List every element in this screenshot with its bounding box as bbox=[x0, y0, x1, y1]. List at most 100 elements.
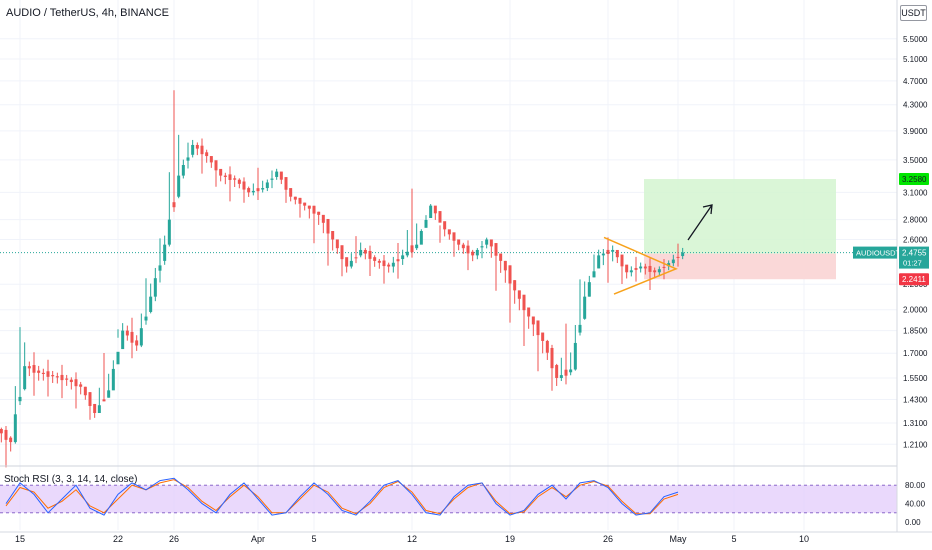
candle bbox=[107, 373, 111, 398]
candle bbox=[186, 142, 190, 169]
candle-body bbox=[676, 256, 680, 258]
candle-body bbox=[298, 197, 302, 204]
candle-body bbox=[247, 188, 251, 193]
candle-body bbox=[485, 239, 489, 245]
candle bbox=[401, 249, 405, 265]
candle bbox=[158, 238, 162, 283]
candle bbox=[55, 372, 59, 384]
candle-body bbox=[405, 251, 409, 256]
candle bbox=[83, 386, 87, 400]
candle-body bbox=[55, 376, 59, 378]
candle bbox=[335, 239, 339, 254]
candle-body bbox=[97, 405, 101, 414]
candle-body bbox=[583, 296, 587, 319]
candle-body bbox=[139, 328, 143, 346]
candle bbox=[275, 168, 279, 180]
candle-body bbox=[354, 257, 358, 259]
candle bbox=[564, 323, 568, 385]
candle-body bbox=[130, 331, 134, 343]
candle bbox=[65, 374, 69, 386]
price-tick: 1.4300 bbox=[903, 396, 928, 405]
time-tick: 22 bbox=[113, 534, 123, 544]
candle-body bbox=[37, 370, 41, 373]
candle bbox=[60, 364, 64, 399]
candle bbox=[363, 248, 367, 260]
candle-body bbox=[396, 259, 400, 262]
candle-body bbox=[447, 229, 451, 235]
candle bbox=[317, 211, 321, 225]
time-tick: 15 bbox=[15, 534, 25, 544]
candle bbox=[256, 167, 260, 200]
candle-body bbox=[401, 255, 405, 260]
candle-body bbox=[480, 246, 484, 248]
candle-body bbox=[79, 384, 83, 387]
candle bbox=[237, 178, 241, 189]
candle-body bbox=[186, 157, 190, 161]
candle-body bbox=[265, 182, 269, 189]
candle bbox=[396, 243, 400, 279]
candle-body bbox=[219, 168, 223, 176]
candle-body bbox=[541, 332, 545, 341]
candle bbox=[102, 353, 106, 402]
price-tick: 1.7000 bbox=[903, 349, 928, 358]
candle-body bbox=[111, 368, 115, 391]
candle bbox=[354, 236, 358, 264]
candle bbox=[583, 281, 587, 320]
candle bbox=[205, 149, 209, 163]
candle bbox=[480, 241, 484, 259]
candle-body bbox=[545, 340, 549, 353]
rsi-band bbox=[0, 485, 897, 513]
candle bbox=[592, 254, 596, 278]
candle bbox=[214, 160, 218, 187]
candle bbox=[410, 188, 414, 258]
candle-body bbox=[629, 270, 633, 273]
candle-body bbox=[18, 396, 22, 402]
time-tick: 5 bbox=[731, 534, 736, 544]
candle bbox=[466, 240, 470, 271]
candle bbox=[508, 265, 512, 323]
time-tick: 26 bbox=[603, 534, 613, 544]
candle-body bbox=[527, 307, 531, 317]
candle bbox=[135, 335, 139, 351]
candle-body bbox=[513, 280, 517, 291]
rsi-tick: 80.00 bbox=[905, 481, 926, 490]
stop-label-bg bbox=[899, 273, 929, 286]
candles bbox=[0, 90, 685, 468]
candle-body bbox=[46, 371, 50, 377]
candle bbox=[601, 249, 605, 266]
time-tick: 26 bbox=[169, 534, 179, 544]
rsi-k-line bbox=[5, 477, 679, 516]
candle bbox=[433, 205, 437, 220]
candle-body bbox=[88, 392, 92, 406]
candle-body bbox=[83, 386, 87, 396]
candle-body bbox=[452, 232, 456, 241]
candle-body bbox=[223, 175, 227, 177]
candle-body bbox=[27, 366, 31, 369]
candle-body bbox=[578, 324, 582, 333]
candle-body bbox=[121, 330, 125, 350]
candle bbox=[321, 214, 325, 234]
candle bbox=[662, 259, 666, 280]
candle-body bbox=[237, 179, 241, 184]
currency-button[interactable]: USDT bbox=[900, 5, 927, 21]
candle bbox=[223, 172, 227, 185]
candle bbox=[438, 211, 442, 243]
candle bbox=[573, 324, 577, 371]
candle bbox=[587, 275, 591, 297]
candle-body bbox=[326, 218, 330, 234]
candle-body bbox=[205, 152, 209, 157]
target-label: 3.2580 bbox=[899, 173, 929, 186]
candle bbox=[555, 363, 559, 386]
candle-body bbox=[9, 437, 13, 443]
indicator-label[interactable]: Stoch RSI (3, 3, 14, 14, close) bbox=[4, 474, 138, 485]
rsi-tick: 40.00 bbox=[905, 500, 926, 509]
candle bbox=[153, 267, 157, 302]
candle-body bbox=[620, 254, 624, 267]
candle bbox=[606, 237, 610, 283]
candle-body bbox=[345, 257, 349, 267]
candle-body bbox=[634, 268, 638, 270]
candle bbox=[37, 365, 41, 381]
candle bbox=[32, 352, 36, 396]
candle bbox=[326, 218, 330, 266]
